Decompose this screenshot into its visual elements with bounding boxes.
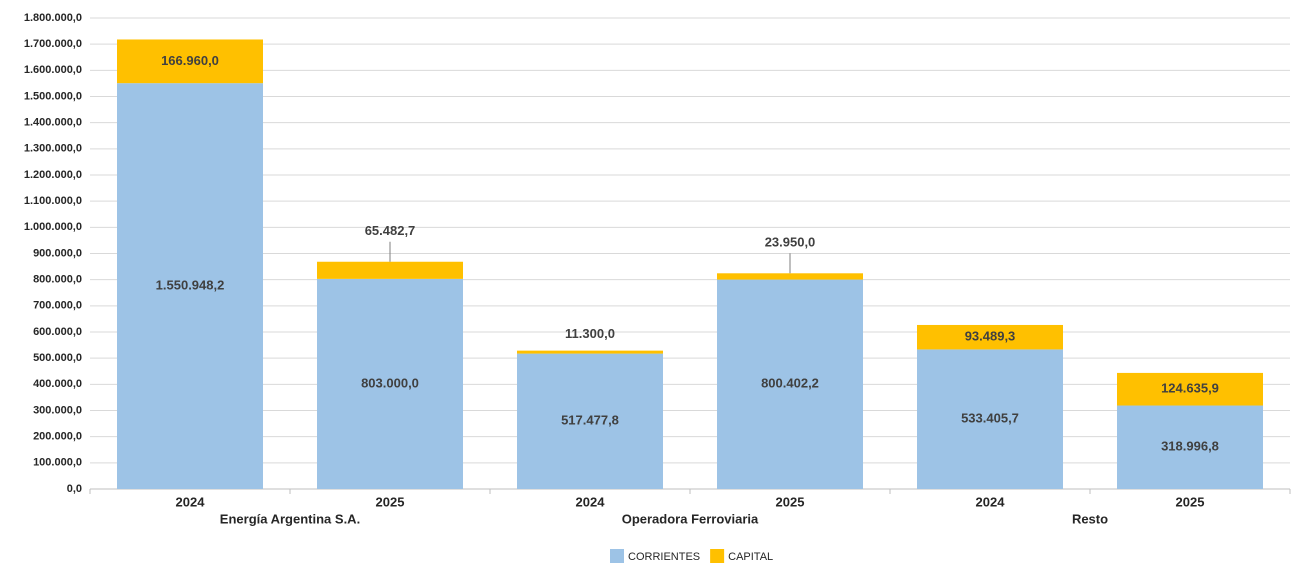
bar-segment [1117, 405, 1263, 489]
bar-segment [517, 350, 663, 354]
y-tick-label: 700.000,0 [33, 300, 82, 312]
y-tick-label: 300.000,0 [33, 404, 82, 416]
y-tick-label: 1.600.000,0 [24, 64, 82, 76]
group-label: Operadora Ferroviaria [622, 511, 759, 526]
group-label: Resto [1072, 511, 1108, 526]
legend-swatch [710, 549, 725, 563]
bar-segment [917, 349, 1063, 489]
bar-segment [517, 353, 663, 489]
legend-label: CAPITAL [728, 551, 773, 563]
y-tick-label: 400.000,0 [33, 378, 82, 390]
y-tick-label: 1.700.000,0 [24, 38, 82, 50]
y-tick-label: 500.000,0 [33, 352, 82, 364]
y-tick-label: 1.800.000,0 [24, 12, 82, 24]
value-label: 166.960,0 [161, 53, 219, 68]
y-tick-label: 600.000,0 [33, 326, 82, 338]
x-tick-label: 2024 [976, 494, 1006, 509]
value-label: 318.996,8 [1161, 439, 1219, 454]
value-label: 124.635,9 [1161, 381, 1219, 396]
x-tick-label: 2024 [176, 494, 206, 509]
bar-segment [717, 273, 863, 280]
y-tick-label: 1.200.000,0 [24, 169, 82, 181]
y-tick-label: 1.500.000,0 [24, 90, 82, 102]
value-label: 517.477,8 [561, 413, 619, 428]
bar-segment [117, 83, 263, 490]
y-tick-label: 1.100.000,0 [24, 195, 82, 207]
value-label: 11.300,0 [565, 326, 615, 341]
bar-segment [317, 278, 463, 489]
legend-swatch [610, 549, 624, 563]
y-tick-label: 0,0 [67, 483, 82, 495]
bar-segment [917, 324, 1063, 350]
x-tick-label: 2025 [376, 494, 405, 509]
y-tick-label: 900.000,0 [33, 247, 82, 259]
value-label: 803.000,0 [361, 375, 419, 390]
value-label: 533.405,7 [961, 411, 1019, 426]
x-tick-label: 2025 [776, 494, 805, 509]
y-tick-label: 1.400.000,0 [24, 117, 82, 129]
value-label: 800.402,2 [761, 376, 819, 391]
bar-segment [317, 261, 463, 279]
y-tick-label: 800.000,0 [33, 274, 82, 286]
value-label: 1.550.948,2 [156, 278, 225, 293]
group-label: Energía Argentina S.A. [220, 511, 360, 526]
bar-segment [117, 39, 263, 84]
value-label: 93.489,3 [965, 329, 1016, 344]
x-tick-label: 2024 [576, 494, 606, 509]
y-tick-label: 1.000.000,0 [24, 221, 82, 233]
value-label: 23.950,0 [765, 235, 816, 250]
value-label: 65.482,7 [365, 223, 416, 238]
bar-segment [717, 279, 863, 489]
x-tick-label: 2025 [1176, 494, 1205, 509]
bar-segment [1117, 372, 1263, 406]
y-tick-label: 100.000,0 [33, 457, 82, 469]
y-tick-label: 200.000,0 [33, 431, 82, 443]
y-tick-label: 1.300.000,0 [24, 143, 82, 155]
legend-label: CORRIENTES [628, 551, 700, 563]
